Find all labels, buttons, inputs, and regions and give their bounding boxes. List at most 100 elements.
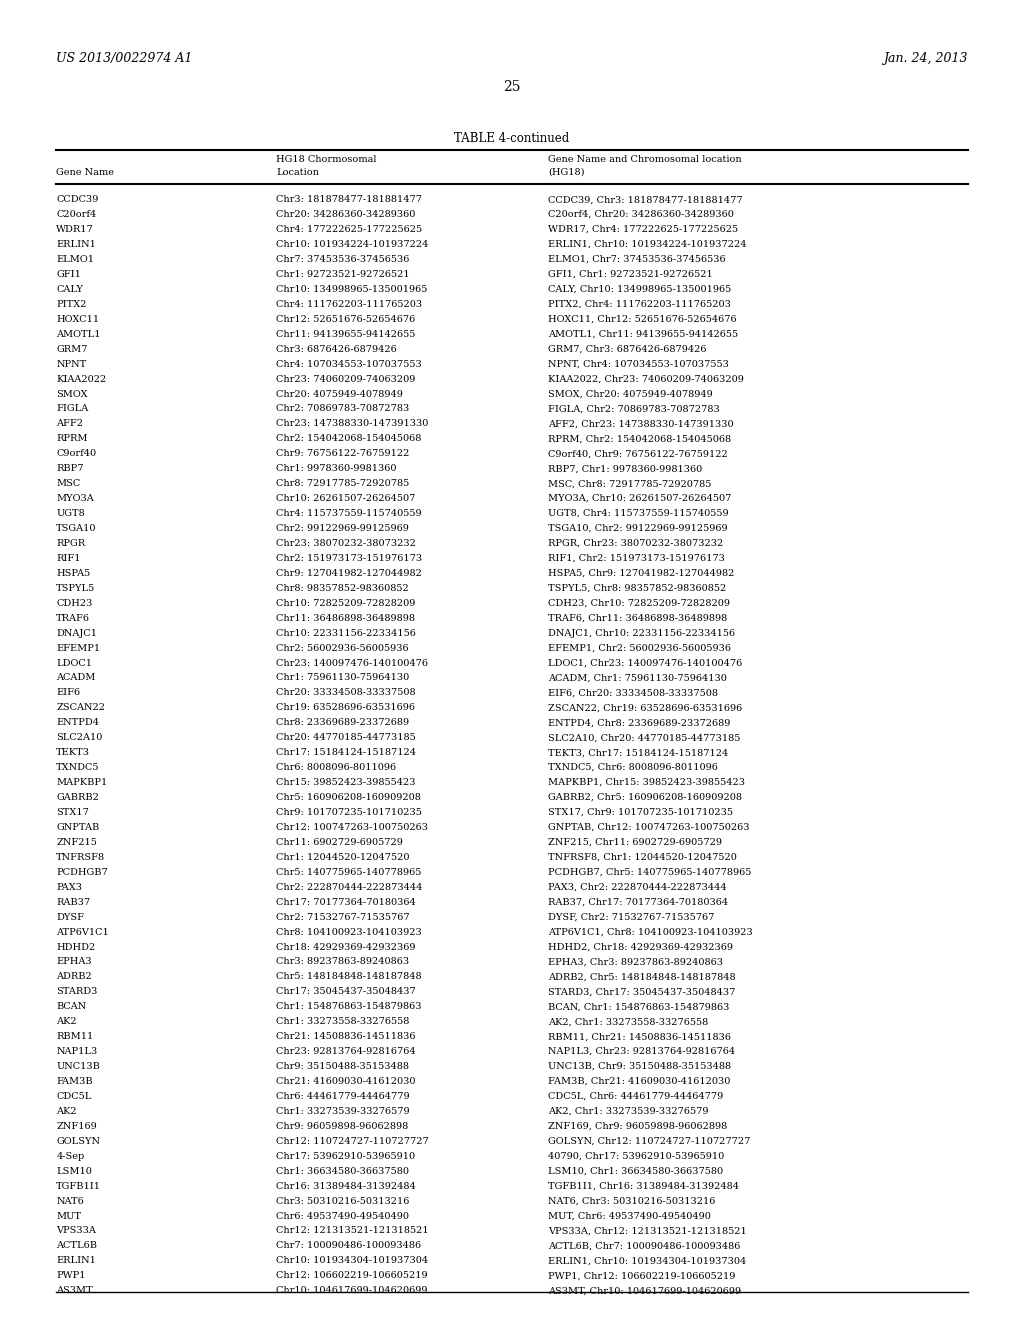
Text: NAT6: NAT6 bbox=[56, 1197, 84, 1205]
Text: Chr17: 70177364-70180364: Chr17: 70177364-70180364 bbox=[276, 898, 416, 907]
Text: WDR17, Chr4: 177222625-177225625: WDR17, Chr4: 177222625-177225625 bbox=[548, 226, 738, 234]
Text: Chr3: 6876426-6879426: Chr3: 6876426-6879426 bbox=[276, 345, 397, 354]
Text: EFEMP1, Chr2: 56002936-56005936: EFEMP1, Chr2: 56002936-56005936 bbox=[548, 644, 731, 652]
Text: Chr2: 99122969-99125969: Chr2: 99122969-99125969 bbox=[276, 524, 410, 533]
Text: ERLIN1, Chr10: 101934304-101937304: ERLIN1, Chr10: 101934304-101937304 bbox=[548, 1257, 746, 1266]
Text: Chr17: 35045437-35048437: Chr17: 35045437-35048437 bbox=[276, 987, 416, 997]
Text: Chr2: 56002936-56005936: Chr2: 56002936-56005936 bbox=[276, 644, 410, 652]
Text: AMOTL1, Chr11: 94139655-94142655: AMOTL1, Chr11: 94139655-94142655 bbox=[548, 330, 738, 339]
Text: ATP6V1C1: ATP6V1C1 bbox=[56, 928, 110, 937]
Text: Chr9: 96059898-96062898: Chr9: 96059898-96062898 bbox=[276, 1122, 409, 1131]
Text: C9orf40, Chr9: 76756122-76759122: C9orf40, Chr9: 76756122-76759122 bbox=[548, 449, 728, 458]
Text: RBM11, Chr21: 14508836-14511836: RBM11, Chr21: 14508836-14511836 bbox=[548, 1032, 731, 1041]
Text: HSPA5: HSPA5 bbox=[56, 569, 90, 578]
Text: Chr8: 98357852-98360852: Chr8: 98357852-98360852 bbox=[276, 583, 410, 593]
Text: STARD3: STARD3 bbox=[56, 987, 97, 997]
Text: PWP1, Chr12: 106602219-106605219: PWP1, Chr12: 106602219-106605219 bbox=[548, 1271, 735, 1280]
Text: ZNF215: ZNF215 bbox=[56, 838, 97, 847]
Text: BCAN, Chr1: 154876863-154879863: BCAN, Chr1: 154876863-154879863 bbox=[548, 1002, 729, 1011]
Text: Chr1: 12044520-12047520: Chr1: 12044520-12047520 bbox=[276, 853, 410, 862]
Text: VPS33A: VPS33A bbox=[56, 1226, 96, 1236]
Text: HDHD2, Chr18: 42929369-42932369: HDHD2, Chr18: 42929369-42932369 bbox=[548, 942, 733, 952]
Text: Chr10: 134998965-135001965: Chr10: 134998965-135001965 bbox=[276, 285, 428, 294]
Text: NAT6, Chr3: 50310216-50313216: NAT6, Chr3: 50310216-50313216 bbox=[548, 1197, 715, 1205]
Text: TGFB1I1, Chr16: 31389484-31392484: TGFB1I1, Chr16: 31389484-31392484 bbox=[548, 1181, 739, 1191]
Text: Gene Name and Chromosomal location: Gene Name and Chromosomal location bbox=[548, 154, 741, 164]
Text: LDOC1, Chr23: 140097476-140100476: LDOC1, Chr23: 140097476-140100476 bbox=[548, 659, 742, 668]
Text: EPHA3: EPHA3 bbox=[56, 957, 92, 966]
Text: TNFRSF8: TNFRSF8 bbox=[56, 853, 105, 862]
Text: GABRB2: GABRB2 bbox=[56, 793, 99, 803]
Text: RBP7, Chr1: 9978360-9981360: RBP7, Chr1: 9978360-9981360 bbox=[548, 465, 702, 474]
Text: Chr10: 22331156-22334156: Chr10: 22331156-22334156 bbox=[276, 628, 417, 638]
Text: 25: 25 bbox=[503, 81, 521, 94]
Text: GRM7, Chr3: 6876426-6879426: GRM7, Chr3: 6876426-6879426 bbox=[548, 345, 707, 354]
Text: KIAA2022, Chr23: 74060209-74063209: KIAA2022, Chr23: 74060209-74063209 bbox=[548, 375, 743, 384]
Text: STARD3, Chr17: 35045437-35048437: STARD3, Chr17: 35045437-35048437 bbox=[548, 987, 735, 997]
Text: SLC2A10: SLC2A10 bbox=[56, 734, 102, 742]
Text: ERLIN1: ERLIN1 bbox=[56, 1257, 96, 1266]
Text: Chr8: 104100923-104103923: Chr8: 104100923-104103923 bbox=[276, 928, 422, 937]
Text: FIGLA: FIGLA bbox=[56, 404, 88, 413]
Text: C20orf4, Chr20: 34286360-34289360: C20orf4, Chr20: 34286360-34289360 bbox=[548, 210, 734, 219]
Text: CDC5L: CDC5L bbox=[56, 1092, 92, 1101]
Text: Chr20: 44770185-44773185: Chr20: 44770185-44773185 bbox=[276, 734, 416, 742]
Text: Chr1: 36634580-36637580: Chr1: 36634580-36637580 bbox=[276, 1167, 410, 1176]
Text: TSPYL5: TSPYL5 bbox=[56, 583, 95, 593]
Text: Chr4: 115737559-115740559: Chr4: 115737559-115740559 bbox=[276, 510, 422, 517]
Text: Chr11: 36486898-36489898: Chr11: 36486898-36489898 bbox=[276, 614, 416, 623]
Text: CCDC39: CCDC39 bbox=[56, 195, 98, 205]
Text: RAB37: RAB37 bbox=[56, 898, 90, 907]
Text: ELMO1: ELMO1 bbox=[56, 255, 94, 264]
Text: Chr21: 14508836-14511836: Chr21: 14508836-14511836 bbox=[276, 1032, 416, 1041]
Text: Chr23: 74060209-74063209: Chr23: 74060209-74063209 bbox=[276, 375, 416, 384]
Text: RPRM, Chr2: 154042068-154045068: RPRM, Chr2: 154042068-154045068 bbox=[548, 434, 731, 444]
Text: DYSF: DYSF bbox=[56, 912, 84, 921]
Text: AS3MT, Chr10: 104617699-104620699: AS3MT, Chr10: 104617699-104620699 bbox=[548, 1286, 741, 1295]
Text: GOLSYN: GOLSYN bbox=[56, 1137, 100, 1146]
Text: RIF1: RIF1 bbox=[56, 554, 81, 562]
Text: PCDHGB7: PCDHGB7 bbox=[56, 867, 109, 876]
Text: ELMO1, Chr7: 37453536-37456536: ELMO1, Chr7: 37453536-37456536 bbox=[548, 255, 725, 264]
Text: ZNF169: ZNF169 bbox=[56, 1122, 97, 1131]
Text: RBP7: RBP7 bbox=[56, 465, 84, 474]
Text: Gene Name: Gene Name bbox=[56, 168, 115, 177]
Text: RBM11: RBM11 bbox=[56, 1032, 93, 1041]
Text: ACTL6B, Chr7: 100090486-100093486: ACTL6B, Chr7: 100090486-100093486 bbox=[548, 1241, 740, 1250]
Text: AK2: AK2 bbox=[56, 1018, 77, 1026]
Text: Chr4: 107034553-107037553: Chr4: 107034553-107037553 bbox=[276, 359, 422, 368]
Text: DYSF, Chr2: 71532767-71535767: DYSF, Chr2: 71532767-71535767 bbox=[548, 912, 714, 921]
Text: ACTL6B: ACTL6B bbox=[56, 1241, 97, 1250]
Text: TSGA10, Chr2: 99122969-99125969: TSGA10, Chr2: 99122969-99125969 bbox=[548, 524, 727, 533]
Text: CCDC39, Chr3: 181878477-181881477: CCDC39, Chr3: 181878477-181881477 bbox=[548, 195, 742, 205]
Text: Chr23: 92813764-92816764: Chr23: 92813764-92816764 bbox=[276, 1047, 416, 1056]
Text: ENTPD4: ENTPD4 bbox=[56, 718, 99, 727]
Text: Chr2: 70869783-70872783: Chr2: 70869783-70872783 bbox=[276, 404, 410, 413]
Text: Chr7: 100090486-100093486: Chr7: 100090486-100093486 bbox=[276, 1241, 422, 1250]
Text: Chr2: 151973173-151976173: Chr2: 151973173-151976173 bbox=[276, 554, 423, 562]
Text: Location: Location bbox=[276, 168, 319, 177]
Text: STX17, Chr9: 101707235-101710235: STX17, Chr9: 101707235-101710235 bbox=[548, 808, 733, 817]
Text: AK2, Chr1: 33273558-33276558: AK2, Chr1: 33273558-33276558 bbox=[548, 1018, 708, 1026]
Text: TSPYL5, Chr8: 98357852-98360852: TSPYL5, Chr8: 98357852-98360852 bbox=[548, 583, 726, 593]
Text: Chr20: 34286360-34289360: Chr20: 34286360-34289360 bbox=[276, 210, 416, 219]
Text: ERLIN1, Chr10: 101934224-101937224: ERLIN1, Chr10: 101934224-101937224 bbox=[548, 240, 746, 249]
Text: TEKT3, Chr17: 15184124-15187124: TEKT3, Chr17: 15184124-15187124 bbox=[548, 748, 728, 758]
Text: Chr10: 26261507-26264507: Chr10: 26261507-26264507 bbox=[276, 494, 416, 503]
Text: Chr1: 33273539-33276579: Chr1: 33273539-33276579 bbox=[276, 1107, 410, 1115]
Text: TABLE 4-continued: TABLE 4-continued bbox=[455, 132, 569, 145]
Text: ZSCAN22, Chr19: 63528696-63531696: ZSCAN22, Chr19: 63528696-63531696 bbox=[548, 704, 742, 713]
Text: Chr9: 101707235-101710235: Chr9: 101707235-101710235 bbox=[276, 808, 422, 817]
Text: Chr20: 33334508-33337508: Chr20: 33334508-33337508 bbox=[276, 689, 416, 697]
Text: C9orf40: C9orf40 bbox=[56, 449, 96, 458]
Text: Chr15: 39852423-39855423: Chr15: 39852423-39855423 bbox=[276, 777, 416, 787]
Text: HG18 Chormosomal: HG18 Chormosomal bbox=[276, 154, 377, 164]
Text: ZSCAN22: ZSCAN22 bbox=[56, 704, 105, 713]
Text: RIF1, Chr2: 151973173-151976173: RIF1, Chr2: 151973173-151976173 bbox=[548, 554, 725, 562]
Text: GOLSYN, Chr12: 110724727-110727727: GOLSYN, Chr12: 110724727-110727727 bbox=[548, 1137, 751, 1146]
Text: NPNT, Chr4: 107034553-107037553: NPNT, Chr4: 107034553-107037553 bbox=[548, 359, 729, 368]
Text: DNAJC1, Chr10: 22331156-22334156: DNAJC1, Chr10: 22331156-22334156 bbox=[548, 628, 735, 638]
Text: C20orf4: C20orf4 bbox=[56, 210, 96, 219]
Text: UNC13B: UNC13B bbox=[56, 1063, 100, 1071]
Text: PWP1: PWP1 bbox=[56, 1271, 86, 1280]
